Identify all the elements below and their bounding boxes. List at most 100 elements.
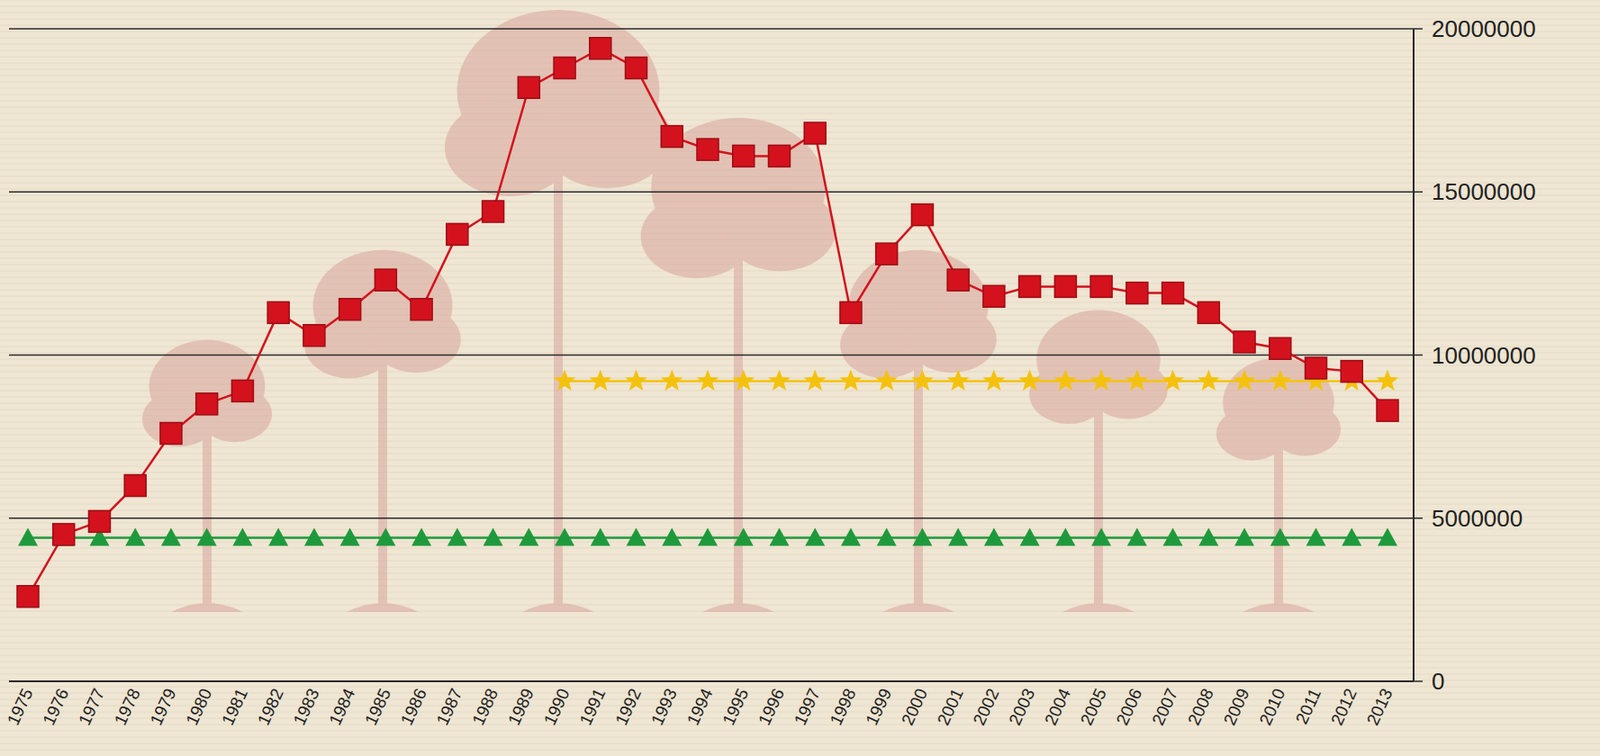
paper-streak (0, 6, 1600, 8)
paper-streak (0, 605, 1600, 606)
marker-square (876, 243, 898, 265)
tick-label: 5000000 (1431, 505, 1523, 533)
tick-label: 15000000 (1431, 178, 1537, 206)
marker-square (231, 379, 254, 402)
marker-square (1233, 331, 1256, 353)
marker-square (625, 57, 648, 80)
series (17, 37, 1399, 608)
tick-label: 20000000 (1431, 15, 1537, 43)
tick-label: 1993 (647, 686, 681, 729)
marker-square (1269, 337, 1292, 360)
marker-star (947, 370, 970, 392)
axis-line (9, 680, 1414, 683)
marker-square (517, 76, 540, 99)
tick-label: 1981 (217, 686, 252, 729)
paper-streak (0, 340, 1600, 342)
paper-streak (0, 642, 1600, 644)
paper-streak (0, 100, 1600, 102)
marker-square (410, 298, 433, 321)
marker-square (768, 144, 790, 167)
paper-streak (0, 277, 1600, 279)
tree-crown (724, 187, 837, 272)
marker-square (1162, 282, 1185, 305)
marker-triangle (1055, 528, 1076, 547)
marker-triangle (268, 528, 289, 547)
paper-streak (0, 586, 1600, 588)
tick-label: 1976 (38, 686, 73, 729)
marker-square (1305, 357, 1328, 380)
tick-mark (1413, 680, 1423, 683)
marker-triangle (768, 528, 789, 547)
tree-base (346, 603, 419, 613)
marker-square (1019, 275, 1041, 298)
paper-streak (0, 560, 1600, 562)
tick-label: 1979 (146, 686, 181, 729)
tick-label: 1995 (718, 686, 752, 729)
marker-triangle (125, 528, 145, 547)
chart: 0500000010000000150000002000000019751976… (0, 0, 1600, 756)
marker-square (553, 57, 576, 80)
marker-triangle (232, 528, 253, 547)
paper-streak (0, 44, 1600, 46)
paper-streak (0, 12, 1600, 14)
paper-streak (0, 289, 1600, 291)
paper-streak (0, 750, 1600, 751)
marker-star (732, 370, 755, 392)
marker-star (875, 370, 898, 392)
tick-label: 2012 (1327, 686, 1361, 729)
paper-streak (0, 119, 1600, 121)
paper-streak (0, 113, 1600, 115)
marker-triangle (411, 528, 432, 547)
paper-streak (0, 321, 1600, 323)
marker-star (1054, 370, 1077, 392)
paper-streak (0, 661, 1600, 663)
tick-label: 2005 (1076, 686, 1111, 729)
marker-triangle (1270, 528, 1291, 547)
tick-label: 1983 (289, 686, 324, 729)
marker-triangle (697, 528, 718, 547)
tick-label: 2009 (1220, 686, 1254, 729)
marker-triangle (483, 528, 504, 547)
marker-square (1054, 275, 1076, 298)
paper-streak (0, 18, 1600, 20)
marker-square (1197, 301, 1220, 324)
marker-triangle (1234, 528, 1255, 547)
tree-crown (907, 306, 997, 373)
tree-base (882, 603, 955, 613)
tick-label: 1982 (253, 686, 288, 729)
paper-streak (0, 0, 1600, 1)
tree-base (171, 603, 244, 613)
marker-triangle (804, 528, 825, 547)
paper-streak (0, 107, 1600, 109)
paper-streak (0, 132, 1600, 134)
paper-streak (0, 636, 1600, 638)
tree-crown (1269, 402, 1341, 456)
tick-label: 1997 (790, 686, 824, 729)
paper-streak (0, 529, 1600, 531)
tick-label: 1989 (504, 686, 538, 729)
paper-streak (0, 460, 1600, 462)
marker-star (983, 370, 1006, 392)
marker-square (160, 423, 182, 445)
marker-star (1161, 370, 1185, 392)
marker-triangle (984, 528, 1004, 547)
paper-streak (0, 81, 1600, 83)
paper-streak (0, 655, 1600, 657)
marker-triangle (912, 528, 932, 547)
paper-streak (0, 592, 1600, 594)
paper-streak (0, 523, 1600, 525)
marker-triangle (554, 528, 575, 547)
tick-label: 1987 (433, 686, 467, 729)
tick-label: 1988 (468, 686, 502, 729)
marker-triangle (661, 528, 682, 547)
paper-streak (0, 479, 1600, 480)
marker-triangle (161, 528, 181, 547)
paper-streak (0, 623, 1600, 625)
grid-line (9, 680, 1414, 683)
tree-crown (1088, 360, 1168, 420)
marker-square (840, 301, 862, 324)
paper-streak (0, 630, 1600, 632)
tick-label: 1998 (826, 686, 860, 729)
marker-triangle (876, 528, 897, 547)
marker-triangle (1306, 528, 1327, 547)
